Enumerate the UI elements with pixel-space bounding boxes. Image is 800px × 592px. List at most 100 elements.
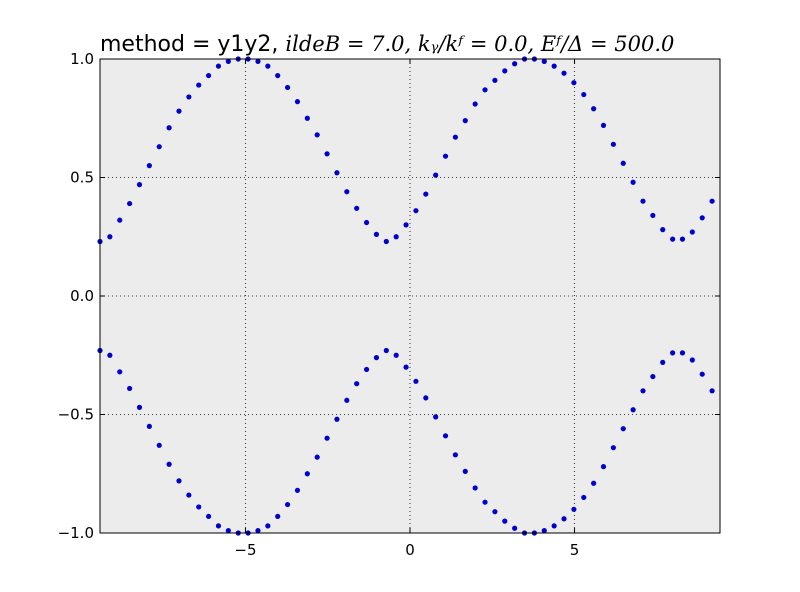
data-point — [255, 528, 261, 534]
data-point — [334, 416, 340, 422]
data-point — [581, 91, 587, 98]
data-point — [146, 423, 152, 429]
data-point — [591, 480, 597, 486]
data-point — [620, 426, 626, 432]
data-point — [689, 357, 695, 363]
data-point — [462, 468, 468, 474]
data-point — [650, 373, 656, 380]
data-points — [97, 56, 715, 536]
data-point — [334, 170, 340, 176]
data-point — [679, 236, 686, 242]
data-point — [512, 61, 518, 67]
data-point — [363, 219, 370, 226]
data-point — [136, 182, 143, 188]
data-point — [107, 234, 113, 240]
data-point — [571, 506, 577, 512]
data-point — [541, 58, 547, 64]
data-point — [660, 359, 666, 365]
data-point — [275, 72, 281, 79]
data-point — [304, 115, 310, 121]
data-point — [423, 191, 429, 197]
data-point — [393, 234, 399, 240]
data-point — [383, 347, 389, 354]
data-point — [186, 94, 192, 100]
data-point — [314, 132, 320, 138]
data-point — [403, 222, 409, 228]
data-point — [383, 238, 389, 245]
data-point — [205, 72, 212, 79]
data-point — [551, 523, 557, 529]
data-point — [393, 352, 399, 358]
data-point — [196, 82, 202, 88]
data-point — [225, 58, 231, 64]
data-point — [324, 435, 330, 441]
data-point — [442, 433, 449, 439]
data-point — [354, 205, 360, 211]
data-point — [176, 478, 182, 484]
data-point — [146, 163, 152, 169]
data-point — [284, 501, 291, 508]
data-point — [176, 108, 182, 114]
x-tick-label: −5 — [234, 541, 256, 559]
data-point — [610, 445, 616, 451]
data-point — [600, 122, 607, 128]
data-point — [630, 407, 636, 413]
data-point — [482, 499, 488, 505]
data-point — [275, 513, 281, 520]
data-point — [344, 189, 350, 195]
data-point — [670, 236, 676, 242]
data-point — [284, 84, 291, 91]
data-point — [571, 80, 577, 86]
data-point — [679, 350, 686, 356]
data-point — [600, 464, 607, 470]
data-point — [215, 63, 222, 69]
ticks — [100, 58, 720, 534]
data-point — [502, 68, 508, 74]
y-tick-label: −0.5 — [58, 406, 94, 424]
data-point — [156, 442, 162, 448]
data-point — [689, 229, 695, 235]
data-point — [136, 404, 143, 410]
data-point — [265, 63, 271, 69]
data-point — [314, 454, 320, 460]
data-point — [561, 70, 567, 76]
data-point — [373, 231, 380, 237]
data-point — [433, 414, 439, 420]
data-point — [294, 99, 301, 105]
data-point — [541, 528, 547, 534]
data-point — [512, 525, 518, 531]
data-point — [452, 134, 459, 140]
y-tick-label: −1.0 — [58, 524, 94, 542]
y-tick-label: 0.0 — [70, 287, 94, 305]
data-point — [196, 504, 202, 510]
data-point — [403, 364, 409, 370]
data-point — [482, 87, 488, 93]
data-point — [462, 118, 468, 124]
x-tick-label: 5 — [570, 541, 580, 559]
data-point — [107, 352, 113, 358]
data-point — [551, 63, 557, 69]
data-point — [215, 523, 222, 529]
data-point — [166, 461, 172, 467]
data-point — [709, 198, 715, 204]
data-point — [472, 101, 478, 107]
chart-title-math: ildeB = 7.0, kᵧ/kᶠ = 0.0, Eᶠ/Δ = 500.0 — [285, 32, 674, 56]
data-point — [581, 494, 587, 501]
data-point — [294, 487, 301, 493]
data-point — [650, 212, 656, 219]
data-point — [117, 217, 123, 223]
data-point — [423, 395, 429, 401]
data-point — [709, 388, 715, 394]
data-point — [670, 350, 676, 356]
data-point — [373, 355, 380, 361]
data-point — [472, 485, 478, 491]
data-point — [452, 452, 459, 458]
data-point — [620, 160, 626, 166]
data-point — [324, 151, 330, 157]
tick-labels: −5 0 5 −1.0 −0.5 0.0 0.5 1.0 — [58, 50, 580, 559]
data-point — [186, 492, 192, 498]
y-tick-label: 0.5 — [70, 169, 94, 187]
data-point — [502, 518, 508, 524]
data-point — [699, 371, 705, 377]
